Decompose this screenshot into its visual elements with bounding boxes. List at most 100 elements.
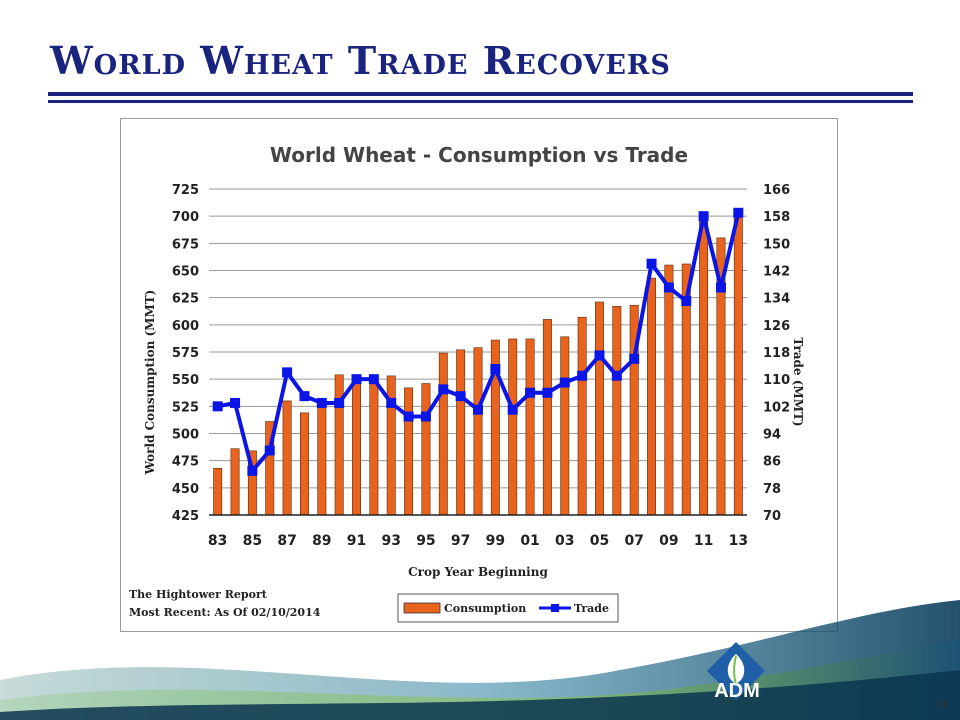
trade-point bbox=[611, 370, 622, 381]
y-tick-label: 500 bbox=[172, 428, 199, 443]
bar-consumption bbox=[473, 347, 483, 516]
y-tick-label: 575 bbox=[172, 346, 199, 361]
y-tick-label: 425 bbox=[172, 509, 199, 524]
trade-point bbox=[368, 374, 379, 385]
y2-tick-label: 110 bbox=[763, 373, 790, 388]
x-tick-label: 09 bbox=[659, 533, 678, 549]
y2-tick-label: 134 bbox=[763, 292, 790, 307]
title-rule-thin bbox=[48, 100, 913, 103]
y2-tick-label: 86 bbox=[763, 455, 781, 470]
adm-leaf-icon bbox=[707, 642, 765, 700]
x-tick-label: 13 bbox=[729, 533, 748, 549]
y-tick-label: 475 bbox=[172, 455, 199, 470]
bar-consumption bbox=[317, 406, 327, 516]
y2-tick-label: 126 bbox=[763, 319, 790, 334]
x-tick-label: 07 bbox=[624, 533, 643, 549]
y-tick-label: 725 bbox=[172, 183, 199, 198]
footer-wave bbox=[0, 600, 960, 720]
x-tick-label: 93 bbox=[381, 533, 400, 549]
trade-point bbox=[282, 367, 293, 378]
bar-consumption bbox=[438, 352, 448, 516]
trade-point bbox=[629, 353, 640, 364]
legend-trade-label: Trade bbox=[574, 602, 609, 615]
x-tick-label: 89 bbox=[312, 533, 331, 549]
legend: Consumption Trade bbox=[397, 593, 619, 623]
x-tick-label: 97 bbox=[451, 533, 470, 549]
chart-title: World Wheat - Consumption vs Trade bbox=[270, 143, 688, 167]
page-number: 11 bbox=[937, 699, 948, 710]
trade-point bbox=[264, 445, 275, 456]
legend-trade-marker bbox=[551, 604, 559, 612]
trade-point bbox=[438, 384, 449, 395]
trade-point bbox=[316, 397, 327, 408]
source-line-1: The Hightower Report bbox=[129, 588, 268, 601]
chart-frame: World Wheat - Consumption vs Trade 425 45… bbox=[120, 118, 838, 632]
y-tick-label: 625 bbox=[172, 292, 199, 307]
x-tick-label: 03 bbox=[555, 533, 574, 549]
trade-point bbox=[525, 387, 536, 398]
bar-consumption bbox=[542, 319, 552, 516]
x-tick-label: 83 bbox=[208, 533, 227, 549]
trade-point bbox=[334, 397, 345, 408]
y-tick-label: 550 bbox=[172, 373, 199, 388]
y2-tick-label: 102 bbox=[763, 400, 790, 415]
x-tick-label: 01 bbox=[520, 533, 539, 549]
trade-point bbox=[403, 411, 414, 422]
trade-point bbox=[646, 258, 657, 269]
y-tick-label: 450 bbox=[172, 482, 199, 497]
bar-consumption bbox=[664, 264, 674, 516]
bar-layer bbox=[213, 209, 743, 516]
bar-consumption bbox=[525, 338, 535, 516]
y-tick-label: 675 bbox=[172, 237, 199, 252]
trade-point bbox=[490, 363, 501, 374]
trade-point bbox=[542, 387, 553, 398]
bar-consumption bbox=[369, 375, 379, 516]
adm-logo-text: ADM bbox=[714, 680, 760, 702]
bar-consumption bbox=[595, 301, 604, 516]
trade-point bbox=[715, 282, 726, 293]
axis-layer: 425 450 475 500 525 550 575 600 625 650 675 700 725 7… bbox=[172, 183, 790, 549]
line-layer bbox=[212, 207, 744, 476]
bar-consumption bbox=[612, 306, 622, 516]
y2-axis-label: Trade (MMT) bbox=[791, 337, 805, 426]
y-tick-label: 525 bbox=[172, 400, 199, 415]
y2-tick-label: 166 bbox=[763, 183, 790, 198]
trade-point bbox=[420, 411, 431, 422]
y-axis-label: World Consumption (MMT) bbox=[143, 290, 157, 476]
x-tick-label: 85 bbox=[243, 533, 262, 549]
bar-consumption bbox=[699, 219, 709, 516]
trade-point bbox=[473, 404, 483, 415]
x-tick-label: 05 bbox=[590, 533, 609, 549]
bar-consumption bbox=[213, 467, 223, 516]
chart-svg: World Wheat - Consumption vs Trade 425 45… bbox=[129, 143, 805, 623]
bar-consumption bbox=[352, 378, 361, 516]
bar-consumption bbox=[456, 349, 466, 516]
bar-consumption bbox=[577, 316, 587, 516]
trade-point bbox=[351, 374, 362, 385]
trade-point bbox=[559, 377, 570, 388]
bar-consumption bbox=[560, 336, 570, 516]
trade-point bbox=[681, 296, 692, 307]
trade-point bbox=[733, 207, 744, 218]
trade-point bbox=[507, 404, 518, 415]
title-rule-thick bbox=[48, 92, 913, 96]
trade-point bbox=[386, 397, 397, 408]
y-tick-label: 650 bbox=[172, 265, 199, 280]
y2-tick-label: 118 bbox=[763, 346, 790, 361]
y2-tick-label: 142 bbox=[763, 265, 790, 280]
bar-consumption bbox=[508, 338, 518, 516]
bar-consumption bbox=[282, 400, 292, 516]
trade-point bbox=[212, 401, 223, 412]
legend-consumption-swatch bbox=[403, 602, 441, 614]
y2-tick-label: 70 bbox=[763, 509, 781, 524]
bar-consumption bbox=[404, 387, 414, 516]
x-tick-label: 11 bbox=[694, 533, 713, 549]
x-tick-label: 95 bbox=[416, 533, 435, 549]
bar-consumption bbox=[733, 209, 743, 516]
source-line-2: Most Recent: As Of 02/10/2014 bbox=[129, 606, 321, 619]
trade-point bbox=[299, 391, 310, 402]
slide-title: World Wheat Trade Recovers bbox=[50, 38, 671, 83]
y2-tick-label: 94 bbox=[763, 428, 781, 443]
trade-point bbox=[455, 391, 466, 402]
x-tick-label: 91 bbox=[347, 533, 366, 549]
